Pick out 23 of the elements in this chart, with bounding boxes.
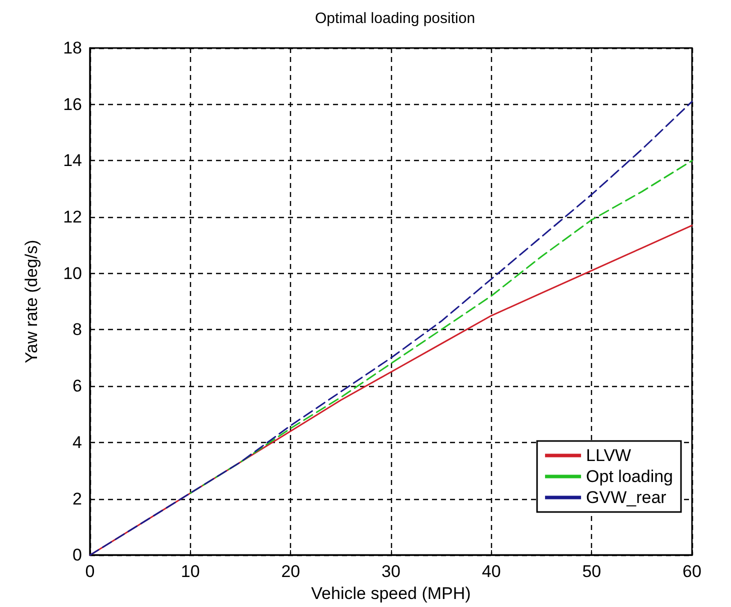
legend-label: Opt loading: [586, 467, 673, 486]
y-axis-title: Yaw rate (deg/s): [22, 240, 41, 364]
chart-title: Optimal loading position: [314, 10, 476, 27]
x-tick-label: 10: [180, 562, 200, 582]
x-tick-label: 20: [281, 562, 300, 582]
x-tick-label: 40: [482, 562, 501, 582]
y-tick-label: 16: [63, 94, 82, 114]
y-tick-label: 14: [63, 151, 82, 170]
x-tick-label: 30: [382, 562, 400, 582]
y-tick-label: 6: [72, 376, 82, 396]
x-axis-title: Vehicle speed (MPH): [311, 584, 471, 603]
y-tick-label: 4: [72, 432, 82, 452]
y-tick-label: 8: [72, 320, 82, 340]
y-tick-label: 12: [63, 208, 82, 227]
x-tick-label: 60: [682, 562, 702, 582]
legend-label: LLVW: [586, 446, 632, 465]
legend-label: GVW_rear: [586, 488, 667, 507]
y-tick-label: 10: [63, 264, 82, 283]
y-tick-label: 0: [72, 546, 82, 565]
y-tick-label: 2: [72, 489, 82, 508]
x-tick-label: 0: [85, 562, 95, 582]
y-tick-label: 18: [63, 38, 82, 58]
x-tick-label: 50: [582, 562, 602, 582]
